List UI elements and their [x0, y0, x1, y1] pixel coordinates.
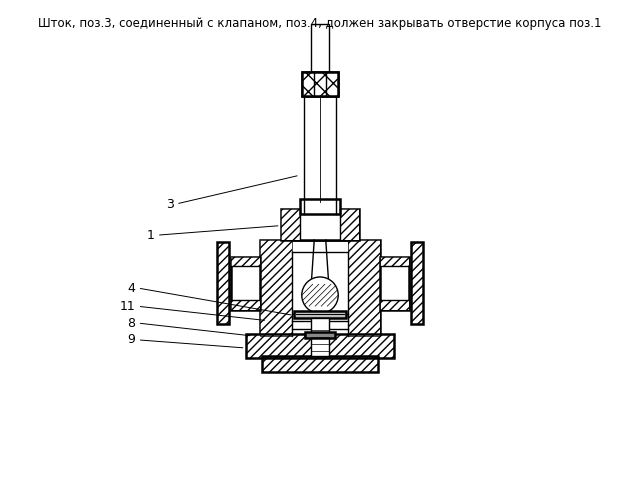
Bar — [380, 257, 409, 310]
Bar — [302, 72, 339, 96]
Bar — [260, 240, 292, 336]
Bar — [231, 300, 260, 310]
Bar — [262, 356, 378, 372]
Bar — [231, 257, 260, 266]
Bar — [217, 242, 229, 324]
Bar — [312, 318, 329, 356]
Bar — [260, 240, 380, 336]
Bar — [246, 334, 394, 358]
Text: 11: 11 — [120, 300, 135, 313]
Text: 9: 9 — [127, 333, 135, 347]
Bar — [294, 311, 346, 318]
Bar — [380, 300, 409, 310]
Circle shape — [302, 277, 339, 313]
Bar — [280, 209, 300, 240]
Bar — [302, 72, 339, 96]
Text: 8: 8 — [127, 316, 135, 330]
Text: 3: 3 — [166, 197, 173, 211]
Bar — [348, 240, 380, 336]
Text: 1: 1 — [147, 228, 154, 242]
Bar — [304, 96, 336, 202]
Bar — [412, 242, 423, 324]
Bar — [280, 209, 300, 240]
Bar — [217, 242, 229, 324]
Bar — [231, 300, 260, 310]
Bar — [246, 334, 394, 358]
Bar — [348, 240, 380, 336]
Bar — [412, 242, 423, 324]
Bar — [380, 300, 409, 310]
Bar — [380, 257, 409, 266]
Text: 4: 4 — [127, 281, 135, 295]
Bar — [231, 257, 260, 266]
Bar — [231, 257, 260, 310]
Bar — [380, 257, 409, 266]
Bar — [260, 240, 292, 336]
Bar — [280, 209, 360, 240]
Text: Шток, поз.3, соединенный с клапаном, поз.4, должен закрывать отверстие корпуса п: Шток, поз.3, соединенный с клапаном, поз… — [38, 17, 602, 30]
Bar — [340, 209, 360, 240]
Bar — [340, 209, 360, 240]
Bar — [300, 199, 340, 214]
Bar — [312, 24, 329, 72]
Bar — [262, 356, 378, 372]
Bar — [305, 332, 335, 338]
Bar — [302, 72, 339, 96]
